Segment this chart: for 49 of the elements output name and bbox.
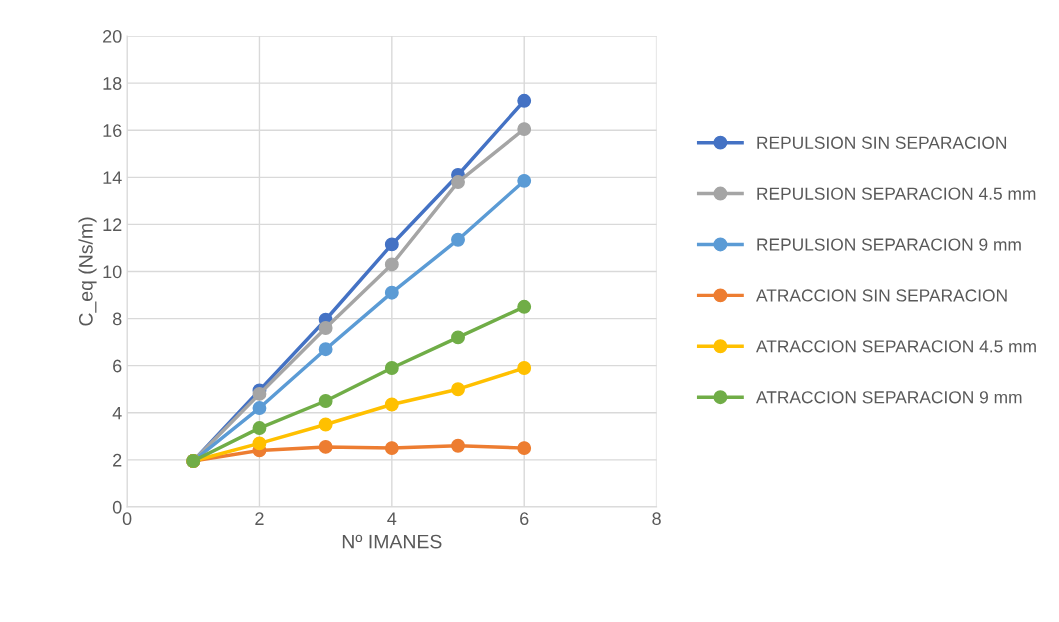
- point: [252, 401, 267, 415]
- x-tick-label: 2: [255, 512, 264, 525]
- legend-label: REPULSION SEPARACION 4.5 mm: [757, 187, 1036, 200]
- legend-label: ATRACCION SIN SEPARACION: [756, 289, 1007, 302]
- x-tick-label: 8: [652, 512, 661, 526]
- point: [451, 438, 465, 453]
- y-tick-label: 18: [103, 77, 122, 90]
- x-tick-label: 6: [520, 512, 529, 526]
- point: [384, 237, 399, 252]
- point: [451, 382, 465, 397]
- point: [517, 361, 532, 375]
- y-tick-label: 12: [103, 218, 122, 231]
- point: [318, 439, 333, 454]
- point: [517, 173, 532, 188]
- legend-label: REPULSION SIN SEPARACION: [757, 136, 1007, 149]
- point: [517, 93, 532, 108]
- legend-label: REPULSION SEPARACION 9 mm: [757, 238, 1021, 251]
- point: [252, 436, 267, 451]
- y-tick-label: 2: [113, 453, 122, 467]
- point: [384, 361, 399, 375]
- point: [384, 285, 399, 300]
- y-tick-label: 0: [112, 500, 122, 514]
- point: [451, 232, 465, 247]
- y-axis-title: C_eq (Ns/m): [78, 217, 97, 326]
- point: [384, 441, 399, 456]
- y-tick-label: 20: [103, 30, 122, 43]
- x-tick-label: 0: [122, 512, 132, 526]
- point: [318, 342, 333, 357]
- legend-label: ATRACCION SEPARACION 9 mm: [756, 391, 1022, 404]
- y-tick-label: 16: [103, 124, 122, 137]
- point: [318, 321, 333, 335]
- x-axis-title: Nº IMANES: [342, 534, 442, 549]
- point: [252, 421, 267, 436]
- point: [451, 175, 465, 189]
- point: [384, 397, 399, 412]
- y-tick-label: 4: [112, 406, 122, 420]
- legend-label: ATRACCION SEPARACION 4.5 mm: [756, 340, 1036, 353]
- point: [318, 417, 333, 432]
- point: [318, 394, 333, 408]
- y-tick-label: 14: [103, 171, 122, 184]
- x-tick-label: 4: [387, 512, 397, 525]
- y-tick-label: 10: [103, 265, 122, 279]
- y-tick-label: 8: [112, 312, 122, 326]
- y-tick-label: 6: [113, 359, 122, 373]
- point: [517, 441, 532, 456]
- point: [517, 299, 532, 314]
- point: [517, 122, 532, 137]
- point: [451, 330, 465, 345]
- point: [384, 257, 399, 272]
